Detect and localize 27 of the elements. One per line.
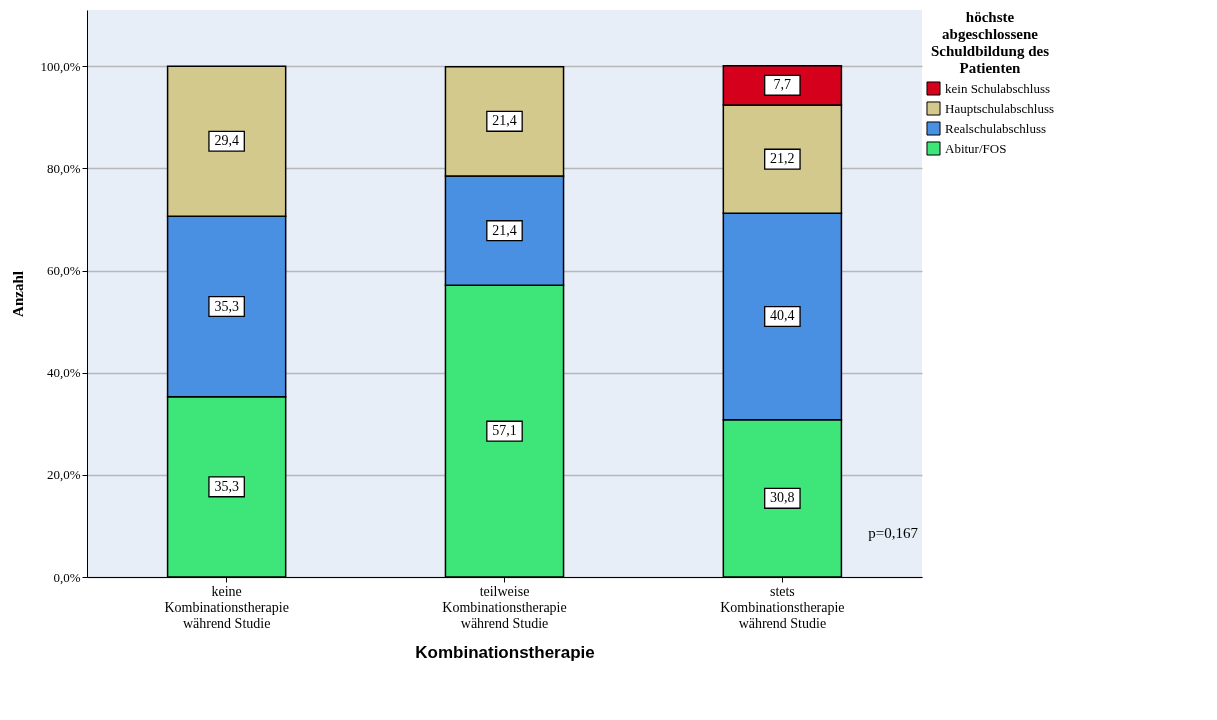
x-tick-label: keine Kombinationstherapie während Studie <box>164 583 289 631</box>
y-tick-label: 60,0% <box>46 263 81 279</box>
x-tick-label: stets Kombinationstherapie während Studie <box>720 583 845 631</box>
legend-title: höchste abgeschlossene Schuldbildung des Patienten <box>931 9 1050 76</box>
legend-label: Hauptschulabschluss <box>945 100 1055 116</box>
y-tick-label: 0,0% <box>53 569 81 585</box>
legend-label: Realschulabschluss <box>945 120 1047 136</box>
data-label: 7,7 <box>773 77 792 93</box>
data-label: 29,4 <box>214 133 239 149</box>
data-label: 35,3 <box>214 298 239 314</box>
y-tick-label: 100,0% <box>40 58 81 74</box>
data-label: 57,1 <box>492 423 517 439</box>
data-label: 35,3 <box>214 478 239 494</box>
x-tick-label: teilweise Kombinationstherapie während Studie <box>442 583 567 631</box>
legend-label: Abitur/FOS <box>945 140 1007 156</box>
data-label: 21,2 <box>770 151 795 167</box>
annotation: p=0,167 <box>868 525 919 541</box>
data-label: 40,4 <box>770 308 795 324</box>
data-label: 21,4 <box>492 113 517 129</box>
data-label: 30,8 <box>770 490 795 506</box>
y-tick-label: 20,0% <box>46 467 81 483</box>
y-tick-label: 40,0% <box>46 365 81 381</box>
x-axis-title: Kombinationstherapie <box>415 642 595 662</box>
y-tick-label: 80,0% <box>46 160 81 176</box>
y-axis-title: Anzahl <box>10 271 27 317</box>
data-label: 21,4 <box>492 222 517 238</box>
legend-label: kein Schulabschluss <box>945 80 1051 96</box>
